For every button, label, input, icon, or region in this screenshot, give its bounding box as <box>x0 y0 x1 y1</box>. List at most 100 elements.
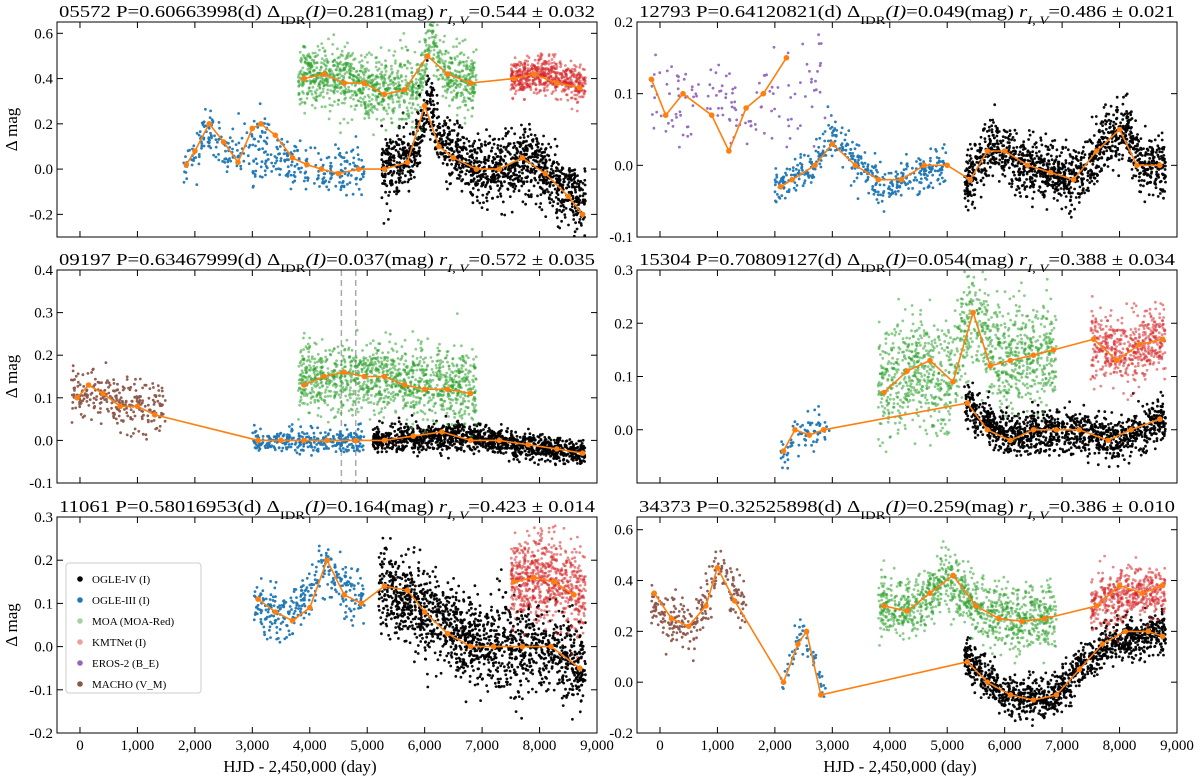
data-point <box>773 178 777 182</box>
data-point <box>781 176 785 180</box>
data-point <box>578 65 582 69</box>
data-point <box>471 106 475 110</box>
data-point <box>389 78 393 82</box>
data-point <box>551 175 555 179</box>
data-point <box>283 159 287 163</box>
data-point <box>502 171 506 175</box>
data-point <box>507 168 510 172</box>
data-point <box>384 59 387 63</box>
data-point <box>554 196 558 199</box>
data-point <box>471 187 475 190</box>
data-point <box>567 178 571 181</box>
data-point <box>813 167 817 171</box>
data-point <box>363 55 367 59</box>
data-point <box>253 175 257 178</box>
data-point <box>344 65 348 69</box>
binned-point <box>404 159 411 166</box>
data-point <box>523 98 526 101</box>
data-point <box>365 112 368 115</box>
data-point <box>455 96 458 100</box>
data-point <box>557 198 560 202</box>
data-point <box>491 196 494 200</box>
data-point <box>364 69 367 73</box>
data-point <box>983 137 987 141</box>
data-point <box>527 56 531 59</box>
data-point <box>432 114 436 117</box>
data-point <box>462 64 466 67</box>
data-point <box>302 179 306 183</box>
data-point <box>993 162 997 166</box>
data-point <box>418 146 421 150</box>
data-point <box>544 215 548 219</box>
data-point <box>561 186 564 189</box>
data-point <box>423 37 426 41</box>
data-point <box>452 45 455 49</box>
data-point <box>1136 149 1139 153</box>
data-point <box>966 184 970 188</box>
data-point <box>496 179 500 183</box>
data-point <box>874 190 877 194</box>
data-point <box>317 94 321 98</box>
data-point <box>929 147 933 151</box>
data-point <box>863 151 867 154</box>
data-point <box>1148 157 1152 160</box>
data-point <box>818 136 822 140</box>
data-point <box>575 199 579 203</box>
series-macho-v-m- <box>182 102 271 187</box>
data-point <box>990 130 994 134</box>
data-point <box>457 154 461 157</box>
data-point <box>410 71 413 74</box>
data-point <box>1066 167 1070 171</box>
data-point <box>568 173 571 177</box>
data-point <box>286 171 290 175</box>
data-point <box>382 222 386 225</box>
data-point <box>979 179 983 183</box>
data-point <box>1102 106 1106 109</box>
data-point <box>317 84 320 88</box>
data-point <box>942 180 946 184</box>
data-point <box>372 83 376 87</box>
data-point <box>370 98 374 101</box>
data-point <box>419 105 422 109</box>
data-point <box>329 161 333 165</box>
data-point <box>922 173 926 177</box>
data-point <box>521 88 525 92</box>
binned-point <box>401 87 408 93</box>
data-point <box>1156 174 1160 178</box>
data-point <box>419 91 422 95</box>
data-point <box>818 162 822 166</box>
data-point <box>550 65 554 69</box>
data-point <box>536 54 540 58</box>
data-point <box>1008 182 1011 186</box>
data-point <box>446 126 450 130</box>
data-point <box>204 124 207 128</box>
data-point <box>1158 157 1161 161</box>
data-point <box>570 208 573 212</box>
data-point <box>460 189 464 193</box>
data-point <box>444 50 448 53</box>
data-point <box>499 194 503 198</box>
data-point <box>444 96 448 100</box>
data-point <box>418 83 422 87</box>
data-point <box>260 175 264 179</box>
data-point <box>544 94 547 97</box>
data-point <box>513 132 517 136</box>
data-point <box>519 136 522 140</box>
data-point <box>419 72 422 76</box>
data-point <box>465 169 469 173</box>
data-point <box>844 148 848 152</box>
data-point <box>518 60 521 64</box>
data-point <box>511 97 515 101</box>
data-point <box>978 148 981 152</box>
data-point <box>1143 200 1147 204</box>
data-point <box>537 163 541 166</box>
data-point <box>414 77 418 81</box>
data-point <box>576 174 579 178</box>
data-point <box>583 90 587 93</box>
data-point <box>431 99 435 103</box>
data-point <box>504 127 507 130</box>
data-point <box>485 177 489 181</box>
data-point <box>409 173 413 177</box>
data-point <box>255 162 259 166</box>
data-point <box>348 72 352 76</box>
